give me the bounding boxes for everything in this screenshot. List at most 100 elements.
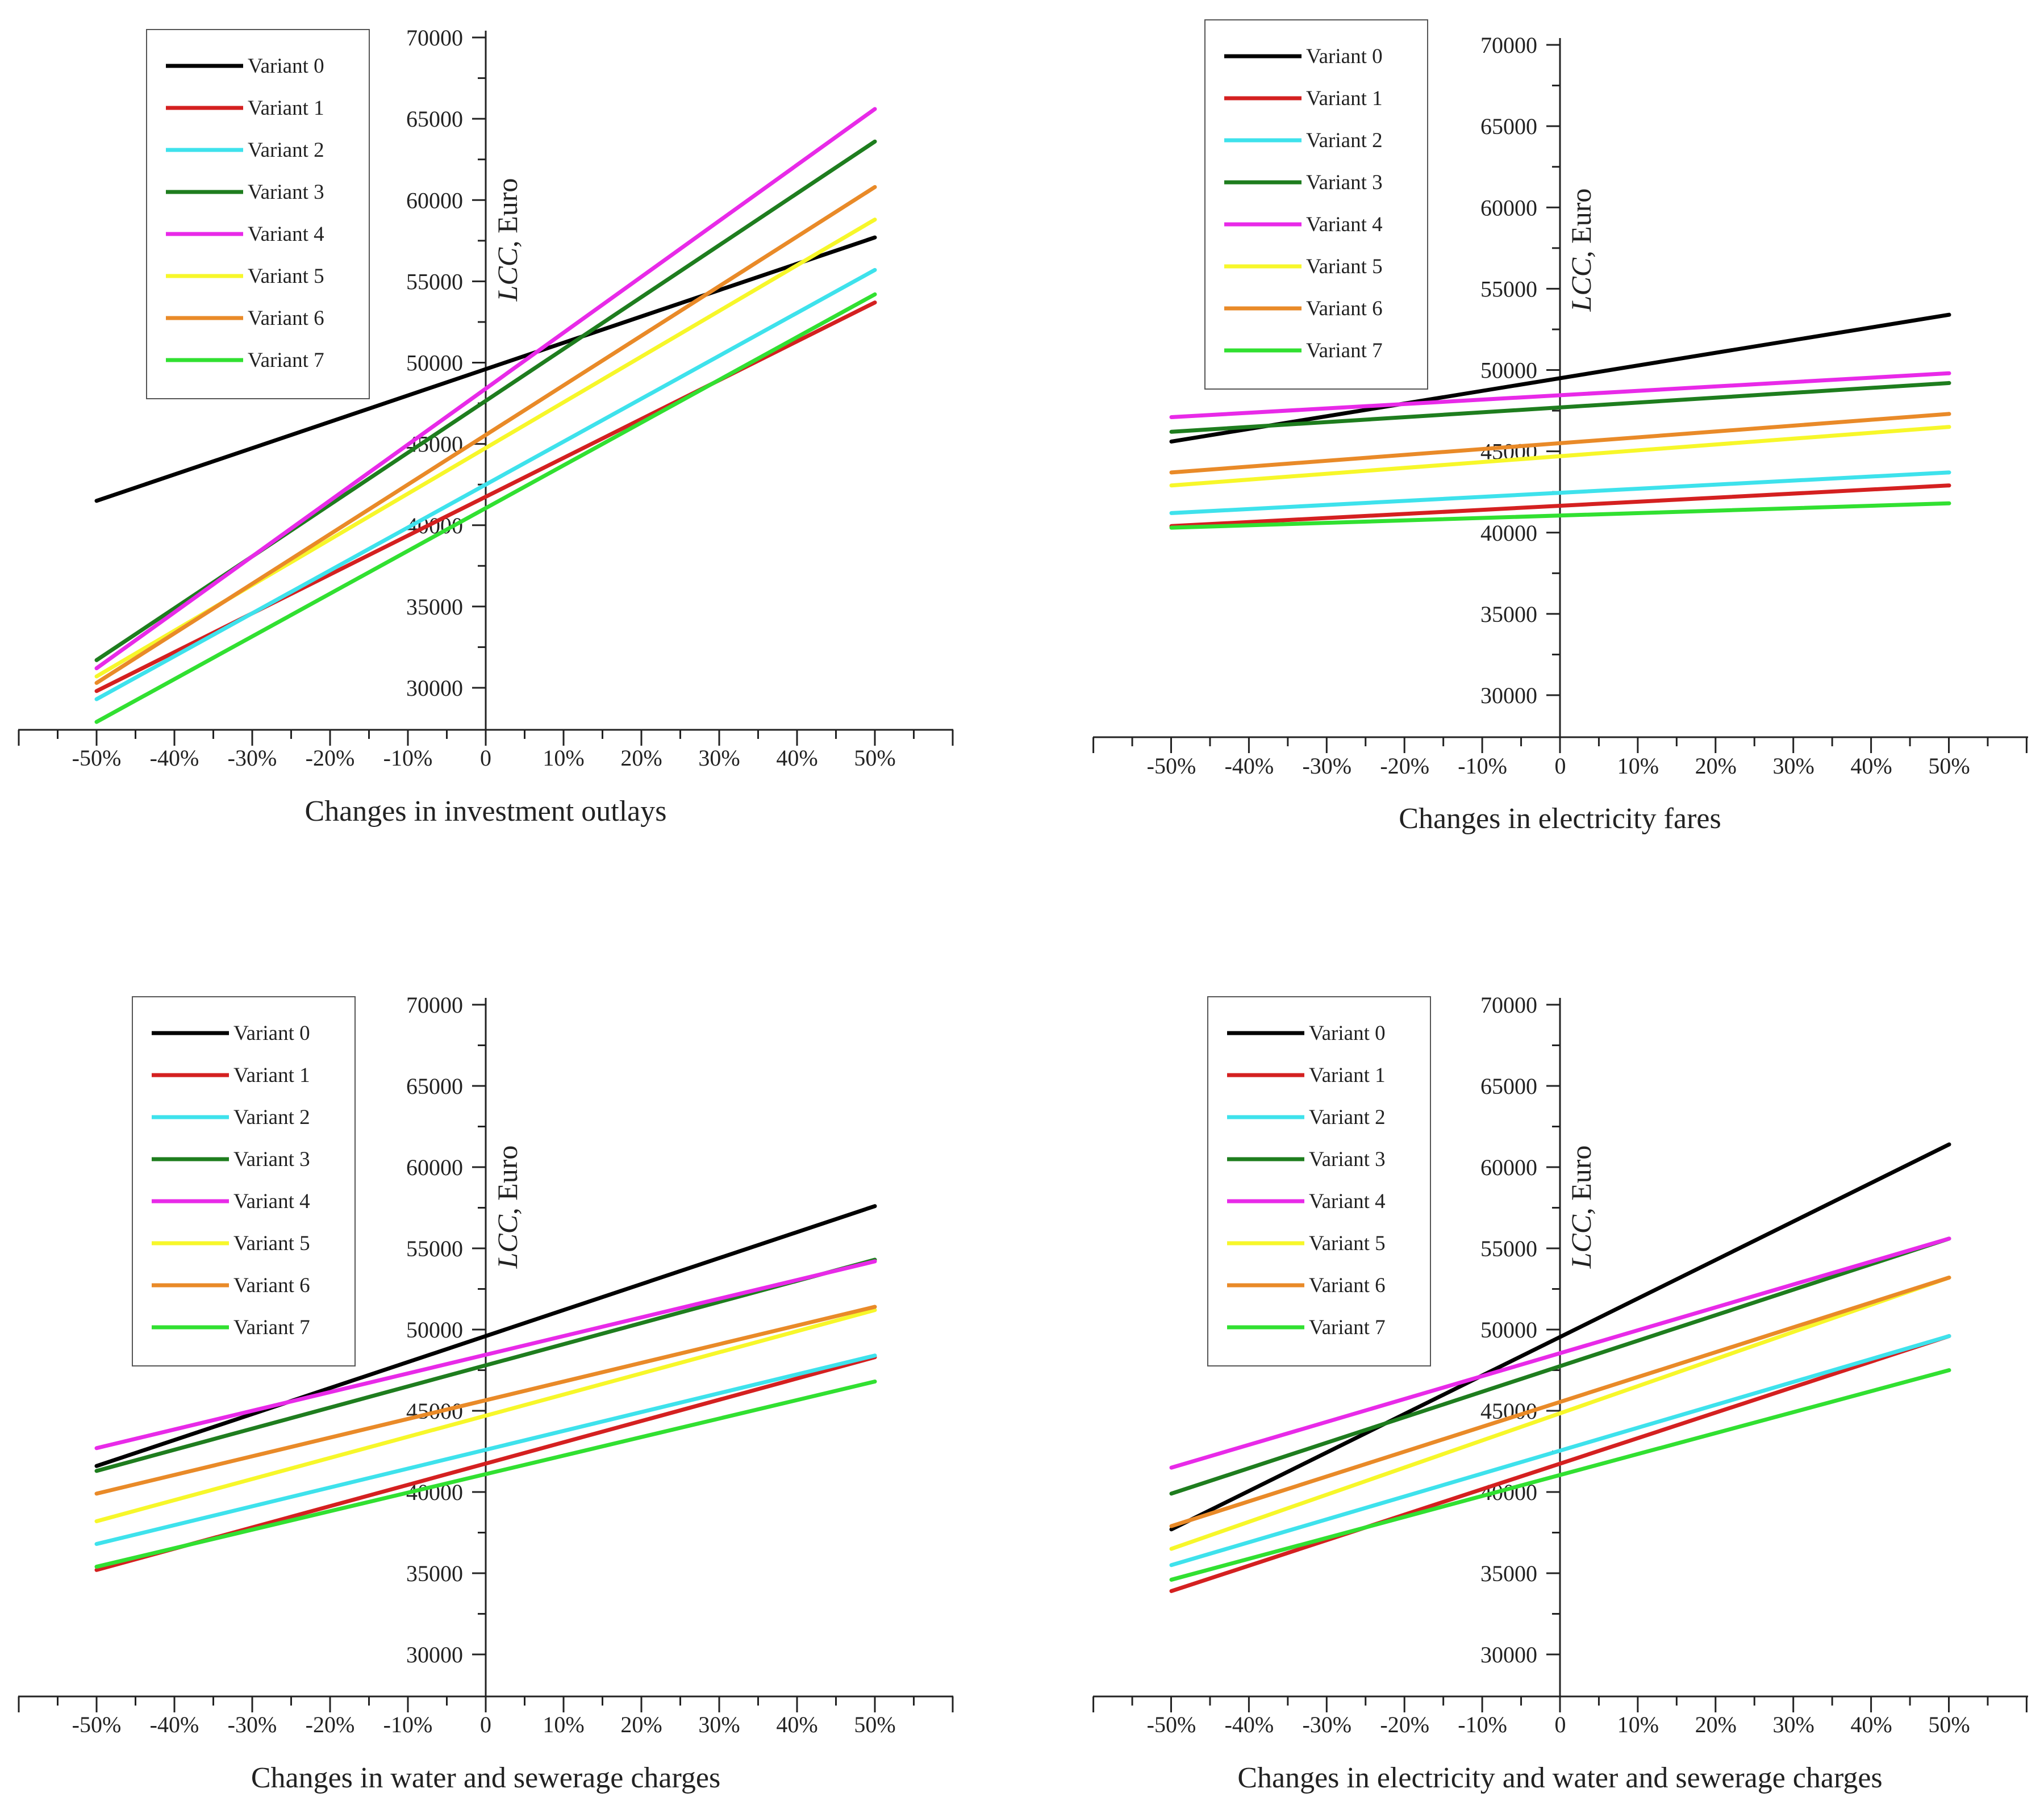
x-tick-label: 10% [1617, 1712, 1659, 1737]
legend-label: Variant 5 [1306, 255, 1383, 278]
x-tick-label: -50% [1147, 1712, 1196, 1737]
x-tick-label: -10% [383, 745, 433, 771]
x-tick-label: 50% [1928, 1712, 1970, 1737]
y-tick-label: 55000 [406, 1236, 463, 1261]
legend-box [132, 996, 356, 1366]
series-line-variant-4 [1169, 371, 1951, 420]
y-axis-label-unit: , Euro [1565, 189, 1597, 258]
y-axis-label: LCC, Euro [491, 1146, 523, 1269]
y-tick-label: 35000 [406, 1561, 463, 1586]
series-line-variant-0 [94, 1204, 877, 1468]
x-tick-label: 20% [1695, 1712, 1737, 1737]
y-axis-label-unit: , Euro [491, 178, 523, 248]
chart-panel-4: -50% -40% -30% -20% -10% 0 10% 20% 30% 40% 50% 3000… [1092, 992, 2028, 1794]
x-tick-label: -20% [306, 1712, 355, 1737]
legend-label: Variant 1 [233, 1064, 310, 1087]
legend: Variant 0 Variant 1 Variant 2 Variant 3 Vari… [1207, 996, 1431, 1366]
series-line-variant-7 [1169, 501, 1951, 530]
y-axis-label-unit: , Euro [491, 1146, 523, 1215]
series-line-variant-3 [1169, 381, 1951, 434]
series-line-variant-2 [94, 268, 877, 701]
y-axis-label-italic: LCC [1565, 257, 1597, 312]
legend-label: Variant 4 [1306, 213, 1383, 236]
series-line-variant-2 [1169, 470, 1951, 515]
x-tick-label: -40% [1225, 1712, 1274, 1737]
x-tick-label: 50% [854, 1712, 895, 1737]
series-line-variant-1 [1169, 483, 1951, 528]
legend-label: Variant 6 [1306, 297, 1383, 320]
y-axis-label-italic: LCC [491, 1214, 523, 1269]
legend: Variant 0 Variant 1 Variant 2 Variant 3 Vari… [146, 29, 370, 399]
y-tick-label: 50000 [1480, 358, 1537, 383]
series-line-variant-6 [94, 185, 877, 685]
legend-label: Variant 2 [1309, 1106, 1386, 1129]
legend-label: Variant 3 [1309, 1148, 1386, 1171]
series-line-variant-0 [94, 235, 877, 503]
x-tick-label: -50% [72, 745, 122, 771]
x-tick-label: -40% [150, 745, 199, 771]
series-line-variant-6 [1169, 1275, 1951, 1528]
legend-label: Variant 5 [248, 265, 324, 288]
x-tick-label: -20% [306, 745, 355, 771]
legend-label: Variant 6 [1309, 1274, 1386, 1297]
series-line-variant-2 [1169, 1334, 1951, 1568]
legend-label: Variant 7 [233, 1316, 310, 1339]
y-tick-label: 70000 [1480, 992, 1537, 1018]
x-tick-label: 0 [1555, 753, 1566, 779]
x-tick-label: -10% [383, 1712, 433, 1737]
series-line-variant-4 [94, 1259, 877, 1451]
legend-label: Variant 2 [248, 139, 324, 162]
x-tick-label: 30% [1773, 753, 1814, 779]
y-tick-label: 55000 [1480, 276, 1537, 302]
x-tick-label: 30% [1773, 1712, 1814, 1737]
legend-label: Variant 3 [233, 1148, 310, 1171]
y-tick-label: 35000 [1480, 1561, 1537, 1586]
y-tick-label: 35000 [406, 594, 463, 620]
legend-label: Variant 5 [233, 1232, 310, 1255]
y-tick-label: 70000 [406, 25, 463, 51]
x-tick-label: 40% [776, 745, 817, 771]
series-line-variant-6 [1169, 412, 1951, 475]
x-tick-label: -40% [150, 1712, 199, 1737]
legend-label: Variant 4 [233, 1190, 310, 1213]
legend-label: Variant 5 [1309, 1232, 1386, 1255]
y-tick-label: 60000 [406, 1155, 463, 1180]
series-line-variant-2 [94, 1353, 877, 1547]
series-line-variant-1 [1169, 1334, 1951, 1593]
x-tick-label: -50% [1147, 753, 1196, 779]
series-line-variant-4 [94, 107, 877, 671]
legend-label: Variant 2 [1306, 129, 1383, 152]
legend-label: Variant 7 [248, 349, 324, 372]
x-tick-label: 20% [620, 1712, 662, 1737]
legend-label: Variant 0 [1309, 1022, 1386, 1045]
x-tick-label: 20% [1695, 753, 1737, 779]
series-line-variant-7 [94, 292, 877, 724]
legend: Variant 0 Variant 1 Variant 2 Variant 3 Vari… [1204, 19, 1428, 390]
x-tick-label: -20% [1380, 753, 1429, 779]
y-tick-label: 65000 [1480, 1073, 1537, 1099]
x-tick-label: -30% [228, 1712, 277, 1737]
legend-label: Variant 0 [233, 1022, 310, 1045]
legend-label: Variant 7 [1306, 339, 1383, 362]
series-line-variant-0 [1169, 1142, 1951, 1532]
x-tick-label: 0 [480, 745, 491, 771]
series-line-variant-3 [94, 1257, 877, 1473]
x-tick-label: -10% [1458, 753, 1507, 779]
legend-label: Variant 1 [1309, 1064, 1386, 1087]
y-tick-label: 70000 [1480, 32, 1537, 58]
x-tick-label: 10% [543, 745, 584, 771]
series-line-variant-0 [1169, 312, 1951, 444]
x-tick-label: 10% [1617, 753, 1659, 779]
y-axis-label-unit: , Euro [1565, 1146, 1597, 1215]
x-tick-label: 10% [543, 1712, 584, 1737]
chart-panel-2: -50% -40% -30% -20% -10% 0 10% 20% 30% 40% 50% 3000… [1092, 19, 2028, 835]
y-tick-label: 50000 [1480, 1317, 1537, 1343]
x-tick-label: 40% [776, 1712, 817, 1737]
legend-box [1204, 19, 1428, 390]
y-tick-label: 40000 [1480, 520, 1537, 546]
y-tick-label: 65000 [1480, 114, 1537, 139]
y-tick-label: 65000 [406, 1073, 463, 1099]
series-line-variant-5 [1169, 425, 1951, 488]
series-line-variant-5 [94, 1308, 877, 1523]
